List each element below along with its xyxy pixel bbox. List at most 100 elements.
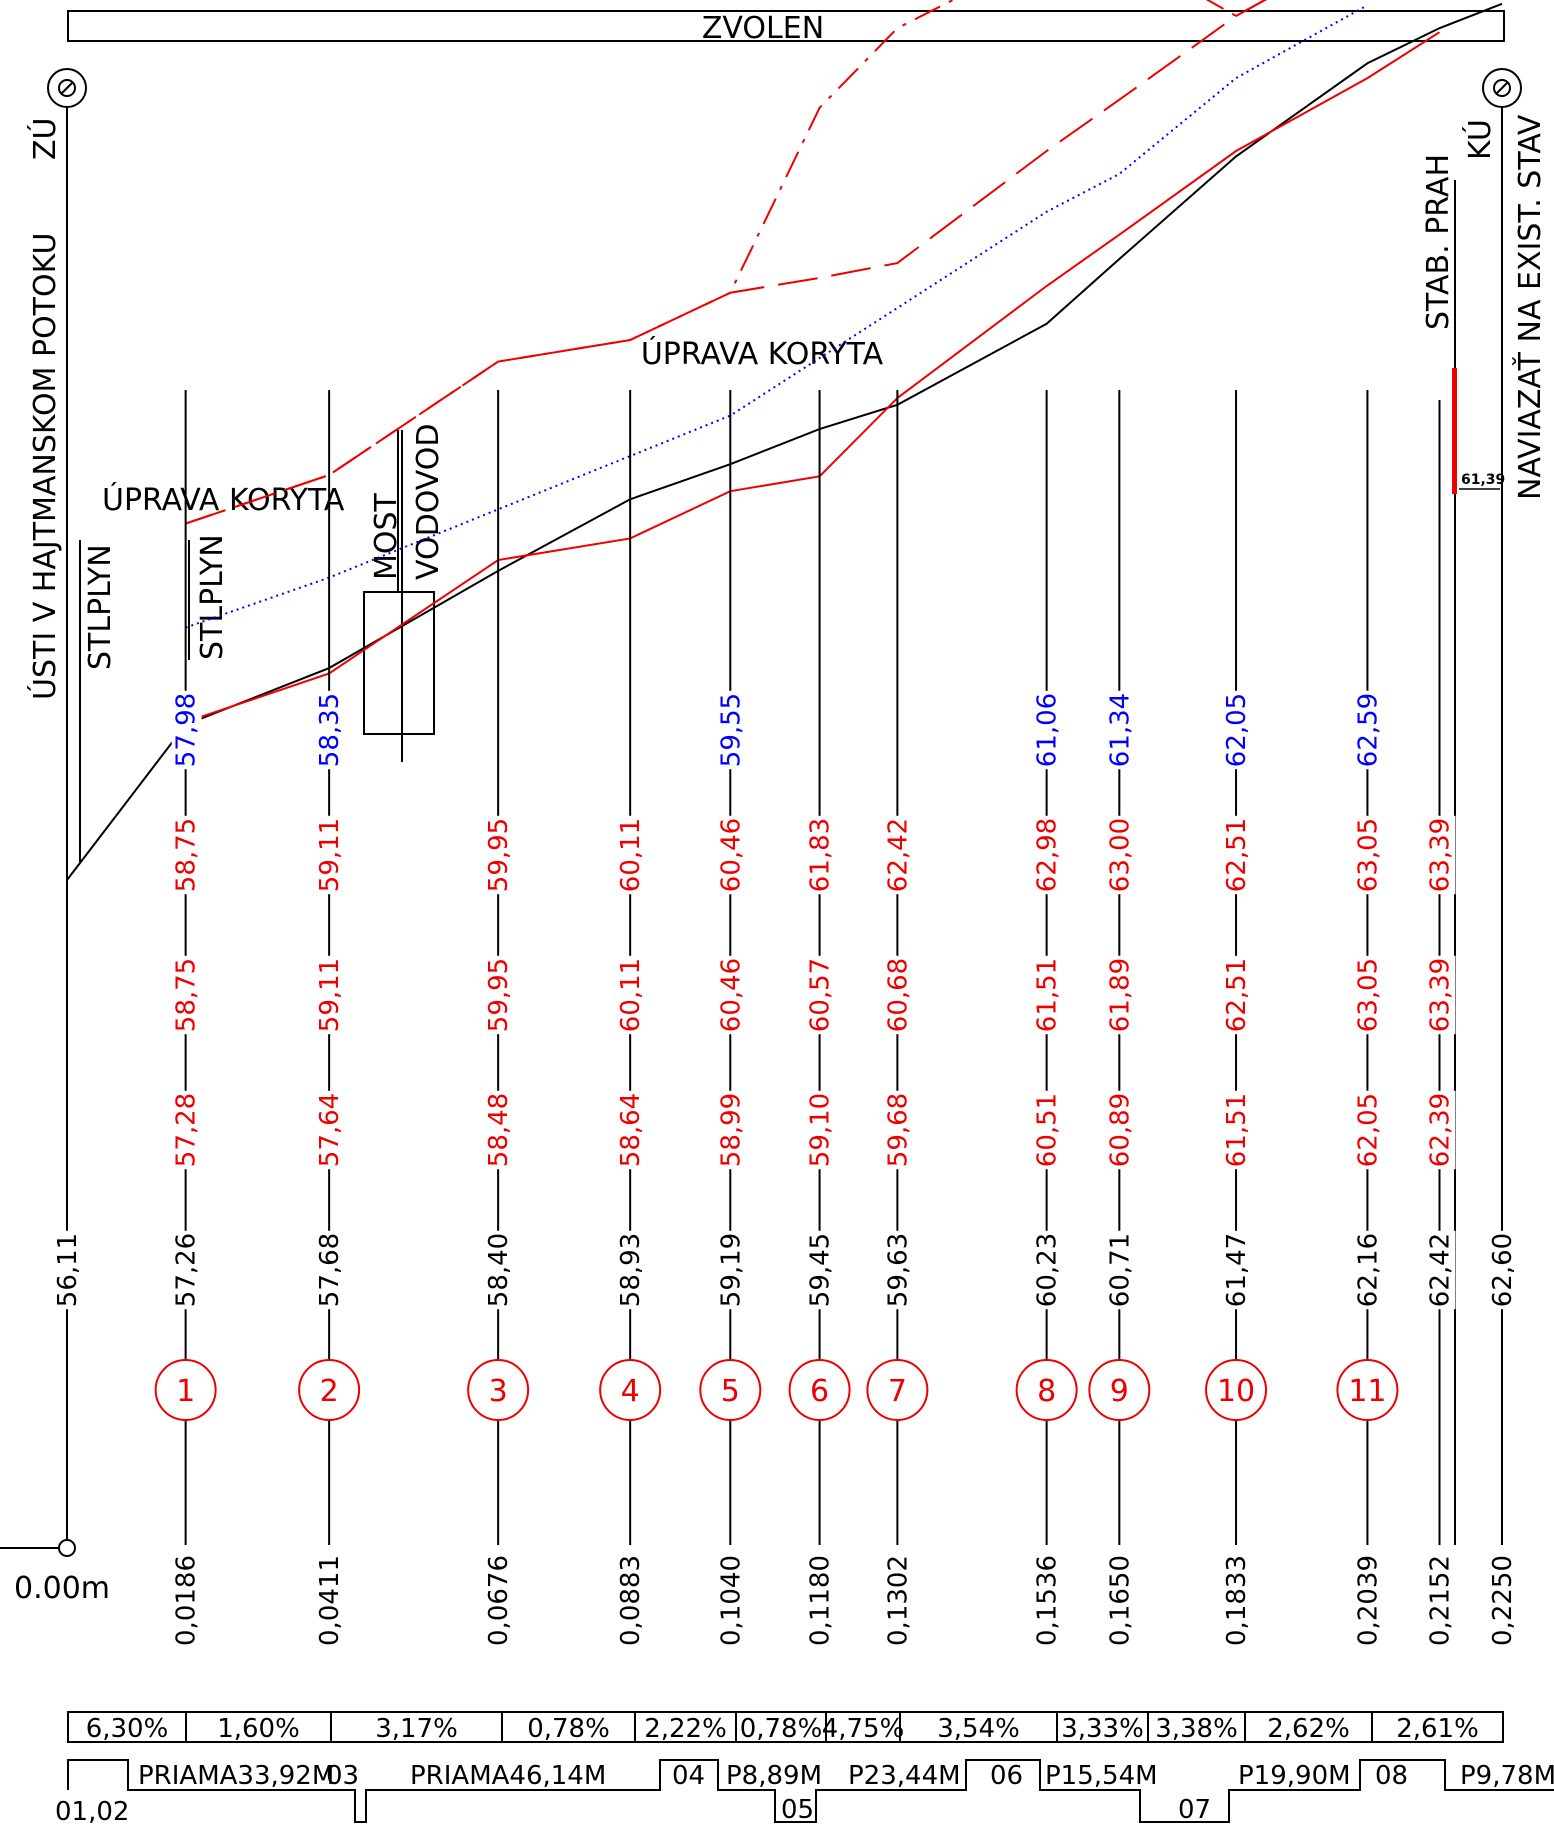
- chainage-label: 0,0186: [172, 1555, 202, 1646]
- label-mask: [616, 815, 647, 895]
- design-top-elev: 61,83: [806, 818, 836, 892]
- label-mask: [1105, 690, 1136, 770]
- station-bubble: [788, 1359, 851, 1421]
- label-mask: [484, 1230, 515, 1310]
- design-top-elev: 59,11: [315, 818, 345, 892]
- existing-elev: 57,28: [172, 1093, 202, 1167]
- station-bubble: [298, 1359, 361, 1421]
- existing-elev: 57,64: [315, 1093, 345, 1167]
- alignment-label: 01,02: [55, 1797, 129, 1824]
- chainage-label: 0,0883: [616, 1555, 646, 1646]
- label-mask: [1032, 1090, 1063, 1170]
- label-mask: [1032, 690, 1063, 770]
- alignment-label: 03: [326, 1761, 359, 1791]
- label-mask: [171, 815, 202, 895]
- station-number: 5: [721, 1374, 740, 1409]
- label-mask: [171, 1230, 202, 1310]
- water-level-elev: 62,05: [1222, 693, 1252, 767]
- design-bank-elev: 63,05: [1353, 958, 1383, 1032]
- stlplyn2-label: STLPLYN: [195, 534, 230, 660]
- slope-value: 2,62%: [1267, 1714, 1350, 1744]
- alignment-label: PRIAMA46,14M: [410, 1761, 606, 1791]
- ku-label: KÚ: [1461, 119, 1498, 160]
- slope-value: 3,33%: [1061, 1714, 1144, 1744]
- station-bubble: [699, 1359, 762, 1421]
- station-number: 7: [888, 1374, 907, 1409]
- slope-value: 0,78%: [740, 1714, 823, 1744]
- label-mask: [805, 1230, 836, 1310]
- design-bank-elev: 61,51: [1033, 958, 1063, 1032]
- stab-prah-marker: [1452, 368, 1457, 494]
- station-bubble: [467, 1359, 530, 1421]
- alignment-label: P23,44M: [848, 1761, 961, 1791]
- label-mask: [1425, 1230, 1456, 1310]
- chainage-label: 0,0676: [484, 1555, 514, 1646]
- design-top-elev: 63,00: [1105, 818, 1135, 892]
- station-bubble: [154, 1359, 217, 1421]
- station-number: 11: [1348, 1374, 1386, 1409]
- label-mask: [716, 815, 747, 895]
- alignment-label: PRIAMA33,92M: [138, 1761, 334, 1791]
- existing-elev: 62,05: [1353, 1093, 1383, 1167]
- water-level-line: [185, 4, 1368, 629]
- label-mask: [315, 1090, 346, 1170]
- alignment-label: 06: [990, 1761, 1023, 1791]
- label-mask: [883, 1090, 914, 1170]
- slope-band: 6,30% 1,60% 3,17% 0,78% 2,22% 0,78% 4,75% 3,54%…: [67, 1711, 1504, 1744]
- alignment-label: 04: [672, 1761, 705, 1791]
- label-mask: [1353, 1090, 1384, 1170]
- station-number: 1: [176, 1374, 195, 1409]
- label-mask: [616, 955, 647, 1035]
- label-mask: [1222, 1090, 1253, 1170]
- design-bank-elev: 63,39: [1425, 958, 1455, 1032]
- chainage-label: 0,1302: [883, 1555, 913, 1646]
- bottom-elev: 60,71: [1105, 1233, 1135, 1307]
- origin-marker-icon: [58, 1539, 76, 1557]
- label-mask: [1425, 955, 1456, 1035]
- station-number: 8: [1037, 1374, 1056, 1409]
- design-top-elev: 59,95: [484, 818, 514, 892]
- bottom-elev: 57,68: [315, 1233, 345, 1307]
- bottom-elev: 58,93: [616, 1233, 646, 1307]
- water-level-elev: 61,34: [1105, 693, 1135, 767]
- most-label: MOST: [369, 492, 404, 580]
- design-bank-elev: 60,11: [616, 958, 646, 1032]
- label-mask: [1353, 690, 1384, 770]
- station-bubble: [1088, 1359, 1151, 1421]
- station-bubble: [1336, 1359, 1399, 1421]
- label-mask: [883, 955, 914, 1035]
- slope-value: 2,22%: [644, 1714, 727, 1744]
- design-top-elev: 62,51: [1222, 818, 1252, 892]
- label-mask: [315, 955, 346, 1035]
- alignment-label: 07: [1178, 1795, 1211, 1824]
- chainage-label: 0,1040: [716, 1555, 746, 1646]
- water-level-elev: 59,55: [716, 693, 746, 767]
- design-top-elev: 62,42: [883, 818, 913, 892]
- label-mask: [805, 815, 836, 895]
- bottom-elev: 59,63: [883, 1233, 913, 1307]
- station-number: 6: [810, 1374, 829, 1409]
- end-marker-icon: [1482, 68, 1522, 108]
- label-mask: [315, 1230, 346, 1310]
- uprava-left-label: ÚPRAVA KORYTA: [102, 481, 345, 518]
- station-number: 4: [621, 1374, 640, 1409]
- label-mask: [616, 1090, 647, 1170]
- station-number: 9: [1110, 1374, 1129, 1409]
- label-mask: [315, 690, 346, 770]
- label-mask: [716, 1090, 747, 1170]
- label-mask: [1105, 955, 1136, 1035]
- bottom-elev: 57,26: [172, 1233, 202, 1307]
- chainage-label: 0,2039: [1353, 1555, 1383, 1646]
- label-mask: [1425, 815, 1456, 895]
- stations: 56,11 57,26 57,28 58,75 58,75 57,98 0,0186 1 57,…: [53, 390, 1518, 1646]
- bottom-elev: 59,19: [716, 1233, 746, 1307]
- label-mask: [1425, 1090, 1456, 1170]
- stlplyn1-label: STLPLYN: [83, 544, 118, 670]
- design-bank-elev: 61,89: [1105, 958, 1135, 1032]
- label-mask: [616, 1230, 647, 1310]
- label-mask: [716, 690, 747, 770]
- existing-elev: 60,51: [1033, 1093, 1063, 1167]
- slope-value: 4,75%: [822, 1714, 905, 1744]
- label-mask: [1353, 955, 1384, 1035]
